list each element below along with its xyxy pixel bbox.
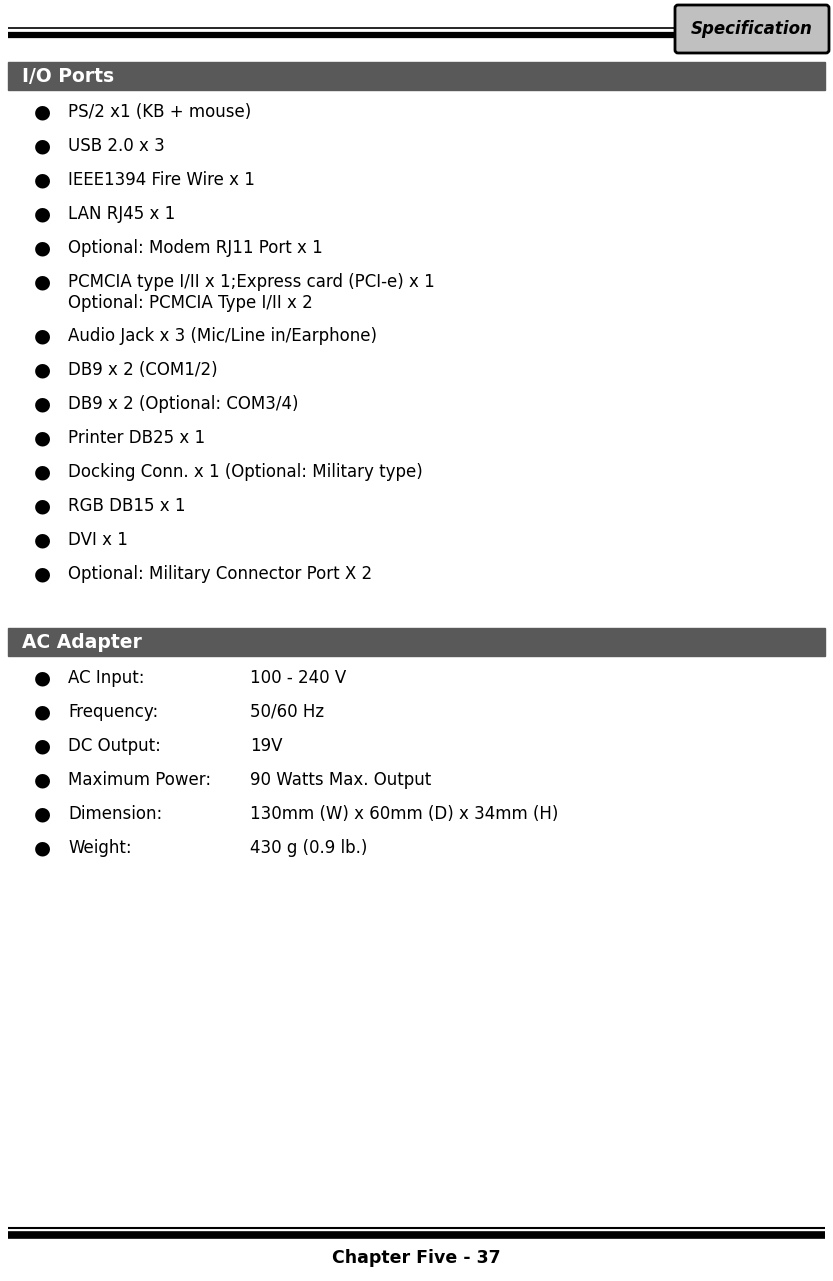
Text: LAN RJ45 x 1: LAN RJ45 x 1 xyxy=(68,205,175,223)
Text: I/O Ports: I/O Ports xyxy=(22,67,114,86)
FancyBboxPatch shape xyxy=(675,5,829,53)
Text: DVI x 1: DVI x 1 xyxy=(68,532,128,550)
Text: IEEE1394 Fire Wire x 1: IEEE1394 Fire Wire x 1 xyxy=(68,170,255,190)
Text: ●: ● xyxy=(33,530,51,550)
Text: ●: ● xyxy=(33,429,51,447)
Text: ●: ● xyxy=(33,839,51,857)
Text: ●: ● xyxy=(33,462,51,482)
Text: Weight:: Weight: xyxy=(68,839,132,857)
Text: ●: ● xyxy=(33,205,51,223)
Text: ●: ● xyxy=(33,737,51,756)
Text: AC Adapter: AC Adapter xyxy=(22,633,142,652)
Text: 19V: 19V xyxy=(250,737,282,755)
Text: ●: ● xyxy=(33,273,51,292)
Text: ●: ● xyxy=(33,238,51,257)
Text: Optional: PCMCIA Type I/II x 2: Optional: PCMCIA Type I/II x 2 xyxy=(68,295,312,313)
Text: ●: ● xyxy=(33,327,51,346)
Text: ●: ● xyxy=(33,497,51,515)
Text: Specification: Specification xyxy=(691,20,813,38)
Text: ●: ● xyxy=(33,565,51,584)
Text: 430 g (0.9 lb.): 430 g (0.9 lb.) xyxy=(250,839,367,857)
Text: Frequency:: Frequency: xyxy=(68,703,158,721)
Text: 50/60 Hz: 50/60 Hz xyxy=(250,703,324,721)
Text: ●: ● xyxy=(33,702,51,721)
Text: Printer DB25 x 1: Printer DB25 x 1 xyxy=(68,429,205,447)
Text: 90 Watts Max. Output: 90 Watts Max. Output xyxy=(250,771,431,789)
Text: ●: ● xyxy=(33,170,51,190)
Text: Dimension:: Dimension: xyxy=(68,804,162,822)
Text: ●: ● xyxy=(33,395,51,414)
Text: Optional: Military Connector Port X 2: Optional: Military Connector Port X 2 xyxy=(68,565,372,583)
Text: USB 2.0 x 3: USB 2.0 x 3 xyxy=(68,137,165,155)
Text: ●: ● xyxy=(33,770,51,789)
Text: Docking Conn. x 1 (Optional: Military type): Docking Conn. x 1 (Optional: Military ty… xyxy=(68,462,423,480)
Text: ●: ● xyxy=(33,669,51,688)
Bar xyxy=(8,61,825,90)
Text: DB9 x 2 (COM1/2): DB9 x 2 (COM1/2) xyxy=(68,361,217,379)
Text: Optional: Modem RJ11 Port x 1: Optional: Modem RJ11 Port x 1 xyxy=(68,240,322,257)
Text: PCMCIA type I/II x 1;Express card (PCI-e) x 1: PCMCIA type I/II x 1;Express card (PCI-e… xyxy=(68,273,435,291)
Text: DC Output:: DC Output: xyxy=(68,737,161,755)
Text: ●: ● xyxy=(33,102,51,122)
Text: 130mm (W) x 60mm (D) x 34mm (H): 130mm (W) x 60mm (D) x 34mm (H) xyxy=(250,804,558,822)
Text: ●: ● xyxy=(33,804,51,824)
Text: ●: ● xyxy=(33,137,51,155)
Text: PS/2 x1 (KB + mouse): PS/2 x1 (KB + mouse) xyxy=(68,102,252,120)
Text: Audio Jack x 3 (Mic/Line in/Earphone): Audio Jack x 3 (Mic/Line in/Earphone) xyxy=(68,327,377,345)
Text: DB9 x 2 (Optional: COM3/4): DB9 x 2 (Optional: COM3/4) xyxy=(68,395,298,412)
Text: AC Input:: AC Input: xyxy=(68,669,144,687)
Text: Maximum Power:: Maximum Power: xyxy=(68,771,211,789)
Text: Chapter Five - 37: Chapter Five - 37 xyxy=(332,1249,501,1267)
Text: RGB DB15 x 1: RGB DB15 x 1 xyxy=(68,497,186,515)
Bar xyxy=(8,628,825,656)
Text: ●: ● xyxy=(33,360,51,379)
Text: 100 - 240 V: 100 - 240 V xyxy=(250,669,347,687)
